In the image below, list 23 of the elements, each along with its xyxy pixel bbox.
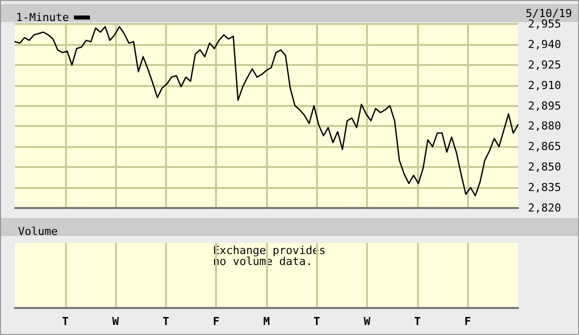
y-tick-label: 2,865 xyxy=(528,140,562,154)
y-tick-label: 2,820 xyxy=(528,202,562,214)
text: 5/10/19 xyxy=(526,7,572,20)
category-label: F xyxy=(464,315,472,328)
legend-label: 1-Minute xyxy=(16,11,69,24)
category-label: M xyxy=(263,315,270,328)
category-label: F xyxy=(212,315,220,328)
y-tick-label: 2,925 xyxy=(528,58,562,72)
category-label: W xyxy=(112,315,120,328)
category-label: T xyxy=(162,315,170,328)
category-label: T xyxy=(414,315,422,328)
category-label: T xyxy=(313,315,320,328)
y-tick-label: 2,850 xyxy=(528,160,562,174)
text: Volume xyxy=(18,225,58,238)
y-tick-label: 2,940 xyxy=(528,38,562,51)
y-tick-label: 2,910 xyxy=(528,78,562,92)
y-tick-label: 2,880 xyxy=(528,120,562,133)
line-series xyxy=(14,26,519,196)
y-tick-label: 2,895 xyxy=(528,99,562,112)
category-label: T xyxy=(62,315,69,328)
y-tick-label: 2,835 xyxy=(528,181,562,194)
category-label: W xyxy=(364,315,371,328)
y-tick-label: 2,955 xyxy=(528,18,562,30)
